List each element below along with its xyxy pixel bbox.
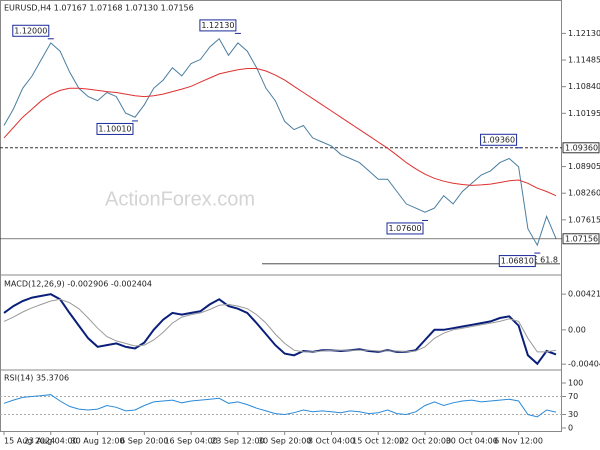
series-line [3,394,557,418]
annotation-box [386,222,424,235]
y-tick-label: 1.10195 [568,109,600,118]
annotation-box [498,255,536,268]
y-tick-label: 1.11485 [568,56,600,65]
y-tick-label: 70 [568,392,578,401]
rsi-title: RSI(14) 35.3706 [4,374,69,383]
annotation-box [480,133,518,146]
x-tick-label: 16 Sep 04:00 [164,437,217,446]
annotation-label: 1.12000 [14,26,47,35]
y-tick-label: 30 [568,410,578,419]
y-tick-label: 1.12130 [568,29,600,38]
price-box-label: 1.07156 [565,234,598,243]
price-box-label: 1.09360 [565,143,598,152]
series-line [3,68,557,197]
annotation-box [199,19,237,32]
x-tick-label: 15 Oct 12:00 [352,437,404,446]
price-box [562,142,600,154]
frame [0,0,562,432]
y-tick-label: -0.004047 [568,360,600,369]
y-tick-label: 1.08260 [568,189,600,198]
price-box [562,233,600,245]
y-tick-label: 0.00 [568,325,586,334]
y-tick-label: 0 [568,424,573,433]
series-line [3,298,557,353]
x-tick-label: 23 Aug 04:00 [24,437,78,446]
y-tick-label: 100 [568,379,583,388]
annotation-label: 1.12130 [201,21,234,30]
annotation-label: 1.06810 [501,257,534,266]
watermark: ActionForex.com [105,188,255,210]
x-tick-label: 30 Oct 04:00 [446,437,498,446]
y-tick-label: 1.10840 [568,82,600,91]
series-line [3,38,557,247]
annotation-label: 1.07600 [388,224,421,233]
x-tick-label: 6 Nov 12:00 [494,437,543,446]
x-tick-label: 30 Sep 20:00 [258,437,311,446]
y-tick-label: 0.004214 [568,290,600,299]
series-line [3,293,557,366]
x-tick-label: 15 Aug 2024 [4,437,55,446]
macd-title: MACD(12,26,9) -0.002906 -0.002404 [4,280,152,289]
annotation-box [96,122,134,135]
y-tick-label: 1.08905 [568,162,600,171]
x-tick-label: 8 Oct 04:00 [308,437,355,446]
x-tick-label: 6 Sep 20:00 [120,437,168,446]
fe-label: FE 61.8 [528,255,558,264]
annotation-box [12,24,50,37]
chart-title: EURUSD,H4 1.07167 1.07168 1.07130 1.0715… [4,4,194,13]
x-tick-label: 30 Aug 12:00 [71,437,125,446]
annotation-label: 1.09360 [482,135,515,144]
y-tick-label: 1.07615 [568,215,600,224]
x-tick-label: 23 Sep 12:00 [211,437,264,446]
x-tick-label: 22 Oct 20:00 [399,437,451,446]
annotation-label: 1.10010 [98,124,131,133]
